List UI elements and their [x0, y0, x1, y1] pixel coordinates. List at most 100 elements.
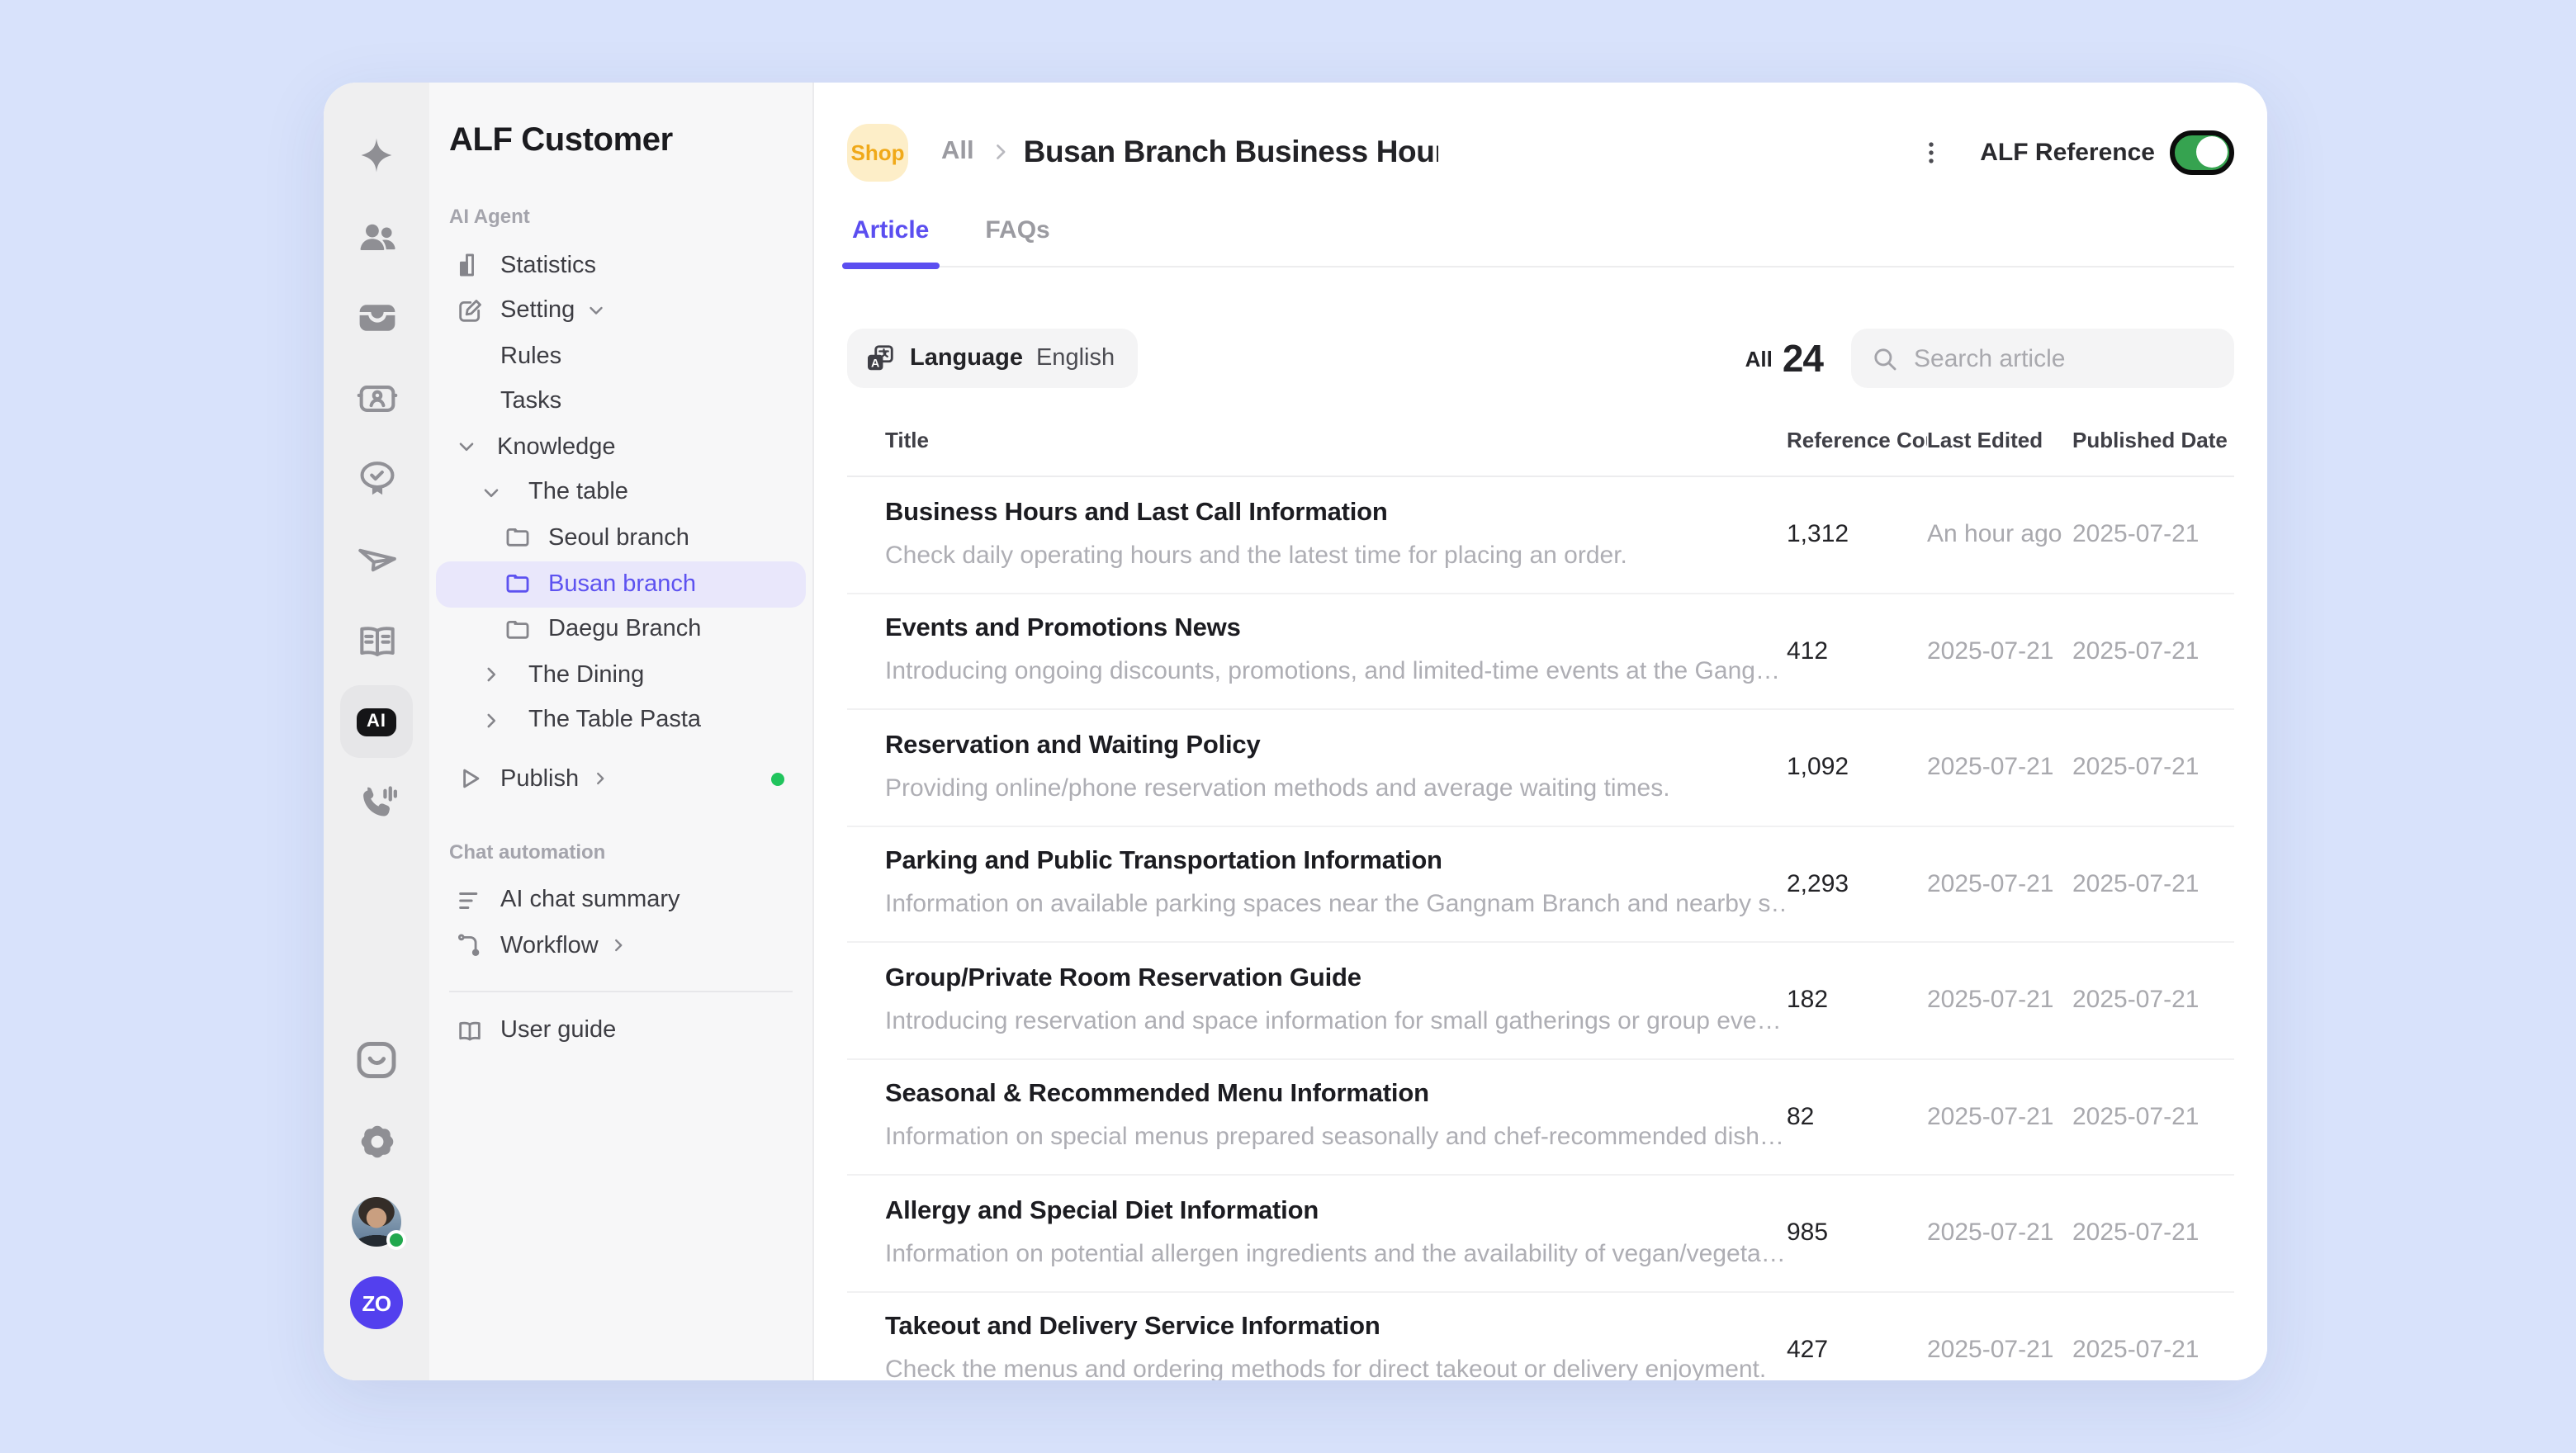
article-description: Information on special menus prepared se…: [885, 1123, 1784, 1152]
alf-reference-toggle[interactable]: [2170, 130, 2234, 174]
tab-faqs[interactable]: FAQs: [985, 216, 1050, 244]
badge-check-icon: [354, 457, 399, 501]
ai-agent-nav-button[interactable]: AI: [340, 685, 413, 758]
reference-count-cell: 1,092: [1787, 753, 1849, 782]
table-row[interactable]: Business Hours and Last Call Information…: [847, 477, 2234, 594]
sidebar-item-daegu-branch[interactable]: Daegu Branch: [436, 607, 806, 652]
summary-lines-icon: [456, 887, 484, 915]
sidebar-item-user-guide[interactable]: User guide: [436, 1008, 806, 1053]
table-row[interactable]: Allergy and Special Diet Information Inf…: [847, 1176, 2234, 1292]
language-selector[interactable]: A Language English: [847, 329, 1139, 388]
sidebar-item-knowledge[interactable]: Knowledge: [436, 424, 806, 470]
table-row[interactable]: Takeout and Delivery Service Information…: [847, 1292, 2234, 1381]
sparkle-nav-button[interactable]: [340, 119, 413, 192]
sidebar-item-seoul-branch[interactable]: Seoul branch: [436, 515, 806, 561]
table-row[interactable]: Seasonal & Recommended Menu Information …: [847, 1059, 2234, 1176]
translate-icon: A: [865, 343, 895, 373]
title-cell: Allergy and Special Diet Information Inf…: [847, 1190, 1787, 1276]
article-description: Information on available parking spaces …: [885, 890, 1787, 919]
sidebar-item-label: Statistics: [500, 252, 597, 279]
workspace-title: ALF Customer: [449, 122, 673, 159]
table-row[interactable]: Group/Private Room Reservation Guide Int…: [847, 943, 2234, 1059]
sidebar-item-the-table[interactable]: The table: [436, 470, 806, 515]
calls-nav-button[interactable]: [340, 766, 413, 839]
sidebar-item-workflow[interactable]: Workflow: [436, 923, 806, 968]
sidebar-item-label: The Dining: [528, 661, 645, 689]
tab-article[interactable]: Article: [842, 216, 939, 269]
paper-plane-icon: [354, 537, 399, 582]
column-header-published-date: Published Date: [2072, 427, 2228, 452]
shop-badge[interactable]: Shop: [847, 123, 908, 181]
articles-nav-button[interactable]: [340, 604, 413, 677]
title-cell: Parking and Public Transportation Inform…: [847, 841, 1787, 927]
sparkle-icon: [355, 134, 398, 177]
article-title: Reservation and Waiting Policy: [885, 731, 1261, 760]
sidebar-item-label: Knowledge: [497, 433, 616, 461]
online-status-dot: [386, 1230, 406, 1250]
search-input[interactable]: [1914, 344, 2214, 372]
page-title: Busan Branch Business Hours: [1023, 134, 1438, 168]
title-cell: Reservation and Waiting Policy Providing…: [847, 725, 1787, 811]
profile-button[interactable]: [340, 1186, 413, 1258]
title-cell: Group/Private Room Reservation Guide Int…: [847, 958, 1787, 1044]
icon-rail: AI ZO: [324, 83, 429, 1380]
app-window: AI ZO ALF Customer AI Agent Statistics: [324, 83, 2267, 1380]
customers-nav-button[interactable]: [340, 200, 413, 272]
gear-icon: [354, 1119, 399, 1163]
sidebar-item-the-table-pasta[interactable]: The Table Pasta: [436, 698, 806, 743]
sidebar-item-tasks[interactable]: Tasks: [436, 379, 806, 424]
reference-count-cell: 2,293: [1787, 869, 1849, 898]
last-edited-cell: 2025-07-21: [1927, 869, 2054, 898]
sidebar-item-label: User guide: [500, 1017, 617, 1044]
zo-workspace-button[interactable]: ZO: [340, 1266, 413, 1339]
article-description: Introducing reservation and space inform…: [885, 1006, 1782, 1035]
table-row[interactable]: Events and Promotions News Introducing o…: [847, 594, 2234, 710]
phone-voice-icon: [354, 780, 399, 825]
settings-nav-button[interactable]: [340, 1105, 413, 1177]
article-title: Takeout and Delivery Service Information: [885, 1313, 1380, 1342]
chevron-right-icon: [590, 769, 610, 789]
publish-play-icon: [456, 765, 484, 793]
sidebar-item-ai-chat-summary[interactable]: AI chat summary: [436, 878, 806, 923]
last-edited-cell: 2025-07-21: [1927, 753, 2054, 782]
badge-check-nav-button[interactable]: [340, 443, 413, 515]
published-date-cell: 2025-07-21: [2072, 1219, 2200, 1247]
published-date-cell: 2025-07-21: [2072, 520, 2200, 549]
article-description: Providing online/phone reservation metho…: [885, 774, 1670, 802]
sidebar-item-setting[interactable]: Setting: [436, 288, 806, 334]
folder-icon: [504, 524, 532, 552]
last-edited-cell: An hour ago: [1927, 520, 2062, 549]
sidebar-item-label: Workflow: [500, 932, 599, 959]
breadcrumb-root[interactable]: All: [941, 137, 974, 165]
tab-bar: Article FAQs: [842, 216, 2234, 269]
edit-icon: [456, 297, 484, 325]
send-nav-button[interactable]: [340, 523, 413, 596]
sidebar-item-label: Setting: [500, 297, 575, 324]
inbox-nav-button[interactable]: [340, 281, 413, 353]
sidebar-item-the-dining[interactable]: The Dining: [436, 652, 806, 698]
chat-app-icon: [353, 1037, 400, 1083]
sidebar-item-label: Publish: [500, 765, 580, 793]
table-row[interactable]: Reservation and Waiting Policy Providing…: [847, 710, 2234, 826]
last-edited-cell: 2025-07-21: [1927, 1102, 2054, 1131]
messenger-nav-button[interactable]: [340, 1024, 413, 1096]
last-edited-cell: 2025-07-21: [1927, 986, 2054, 1015]
sidebar-item-publish[interactable]: Publish: [436, 756, 806, 802]
sidebar-item-label: Seoul branch: [548, 524, 689, 551]
title-cell: Takeout and Delivery Service Information…: [847, 1307, 1787, 1381]
sidebar-item-statistics[interactable]: Statistics: [436, 243, 806, 288]
table-row[interactable]: Parking and Public Transportation Inform…: [847, 826, 2234, 943]
sidebar-item-busan-branch[interactable]: Busan branch: [436, 561, 806, 607]
more-options-button[interactable]: [1907, 129, 1953, 175]
inbox-icon: [354, 295, 399, 339]
chevron-right-icon: [481, 710, 502, 731]
published-date-cell: 2025-07-21: [2072, 1102, 2200, 1131]
article-title: Group/Private Room Reservation Guide: [885, 963, 1361, 992]
article-title: Events and Promotions News: [885, 614, 1241, 643]
user-avatar: [352, 1197, 406, 1250]
sidebar-item-rules[interactable]: Rules: [436, 334, 806, 379]
sidebar-item-label: The Table Pasta: [528, 707, 702, 734]
sidebar-divider: [449, 990, 793, 992]
contact-card-nav-button[interactable]: [340, 362, 413, 434]
